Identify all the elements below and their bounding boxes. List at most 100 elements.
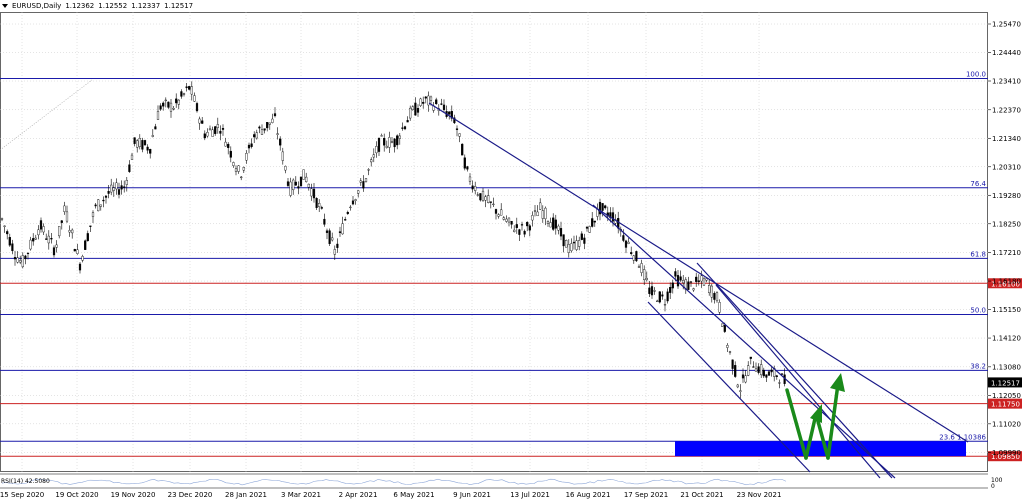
- candle-body: [138, 138, 141, 147]
- candle-body: [229, 150, 232, 158]
- candle-body: [552, 217, 555, 230]
- candle-body: [474, 186, 477, 191]
- candle-body: [349, 206, 352, 209]
- candle-body: [650, 286, 654, 296]
- candle-body: [21, 255, 24, 267]
- candle-body: [68, 230, 71, 233]
- candle-body: [528, 225, 531, 231]
- candle-body: [713, 293, 716, 300]
- candle-body: [198, 118, 201, 124]
- candle-body: [89, 225, 92, 227]
- dropdown-icon[interactable]: [2, 4, 8, 8]
- candle-body: [276, 133, 279, 135]
- candle-body: [440, 103, 443, 105]
- candle-body: [182, 93, 186, 95]
- target-zone: [675, 441, 966, 457]
- candle-body: [588, 226, 591, 233]
- candle-body: [513, 229, 516, 232]
- candle-body: [219, 130, 222, 134]
- candle-body: [294, 181, 297, 186]
- price-tick-label: 1.11020: [992, 420, 1021, 428]
- candle-body: [284, 165, 287, 171]
- candle-body: [390, 141, 394, 143]
- candle-body: [281, 151, 284, 161]
- candle-body: [502, 217, 505, 220]
- date-tick-label: 19 Nov 2020: [111, 491, 156, 499]
- candle-body: [11, 243, 14, 252]
- price-tick-label: 1.17210: [992, 249, 1021, 257]
- candle-body: [565, 240, 568, 248]
- candle-body: [167, 101, 170, 108]
- candle-body: [747, 365, 750, 376]
- candle-body: [489, 201, 492, 203]
- date-tick-label: 6 May 2021: [393, 491, 434, 499]
- price-tick-label: 1.14120: [992, 335, 1021, 343]
- trendline: [715, 284, 881, 479]
- support-price-text: 1.16100: [991, 280, 1020, 288]
- candle-body: [380, 135, 383, 137]
- candle-body: [151, 135, 154, 137]
- candle-body: [346, 212, 349, 214]
- plot-frame: [0, 12, 988, 472]
- candle-body: [357, 190, 360, 194]
- candle-body: [778, 382, 781, 384]
- candle-body: [640, 263, 643, 273]
- candle-body: [112, 187, 115, 191]
- candle-body: [497, 214, 500, 217]
- candle-body: [562, 234, 565, 247]
- candle-body: [731, 359, 734, 369]
- current-price-text: 1.12517: [991, 379, 1020, 387]
- candle-body: [715, 292, 719, 302]
- date-axis: 15 Sep 2020 19 Oct 2020 19 Nov 2020 23 Dec …: [0, 491, 781, 499]
- candle-body: [520, 224, 524, 226]
- support-price-tag: [988, 451, 1022, 462]
- candle-body: [435, 99, 438, 105]
- candle-body: [687, 281, 690, 290]
- candle-body: [250, 143, 253, 147]
- candle-body: [149, 148, 152, 154]
- close-price: 1.12517: [164, 2, 194, 10]
- candle-body: [632, 255, 635, 261]
- candle-body: [307, 183, 310, 188]
- candle-body: [172, 108, 175, 110]
- price-tick-label: 1.13080: [992, 363, 1021, 371]
- date-tick-label: 28 Jan 2021: [225, 491, 267, 499]
- candle-body: [645, 277, 648, 281]
- symbol: EURUSD,Daily: [12, 2, 62, 10]
- candle-body: [741, 374, 745, 379]
- candle-body: [578, 240, 581, 247]
- candle-body: [133, 137, 136, 144]
- candle-body: [726, 345, 729, 348]
- candle-body: [84, 240, 87, 250]
- candle-body: [16, 257, 19, 263]
- candle-body: [630, 252, 633, 254]
- candle-body: [611, 212, 615, 222]
- candle-body: [487, 195, 490, 203]
- dotted-diagonal: [0, 79, 93, 151]
- price-tick-label: 1.25470: [992, 21, 1021, 29]
- date-tick-label: 23 Nov 2021: [737, 491, 782, 499]
- candle-body: [71, 229, 74, 234]
- candle-body: [13, 257, 17, 260]
- candle-body: [364, 178, 368, 182]
- candle-body: [34, 237, 37, 240]
- trendlines: [428, 102, 969, 479]
- candle-body: [0, 218, 4, 220]
- candle-body: [689, 281, 693, 283]
- arrow-down-2: [814, 412, 830, 460]
- candle-body: [26, 252, 30, 255]
- candle-body: [136, 140, 139, 148]
- candle-body: [575, 240, 578, 250]
- candle-body: [710, 285, 713, 298]
- candle-body: [328, 230, 331, 244]
- arrow-down: [785, 388, 808, 460]
- candle-body: [708, 285, 711, 293]
- candle-body: [572, 241, 576, 244]
- candle-body: [91, 212, 95, 217]
- candle-body: [65, 211, 69, 222]
- current-price-tag: [988, 377, 1022, 388]
- price-tick-label: 1.19280: [992, 192, 1021, 200]
